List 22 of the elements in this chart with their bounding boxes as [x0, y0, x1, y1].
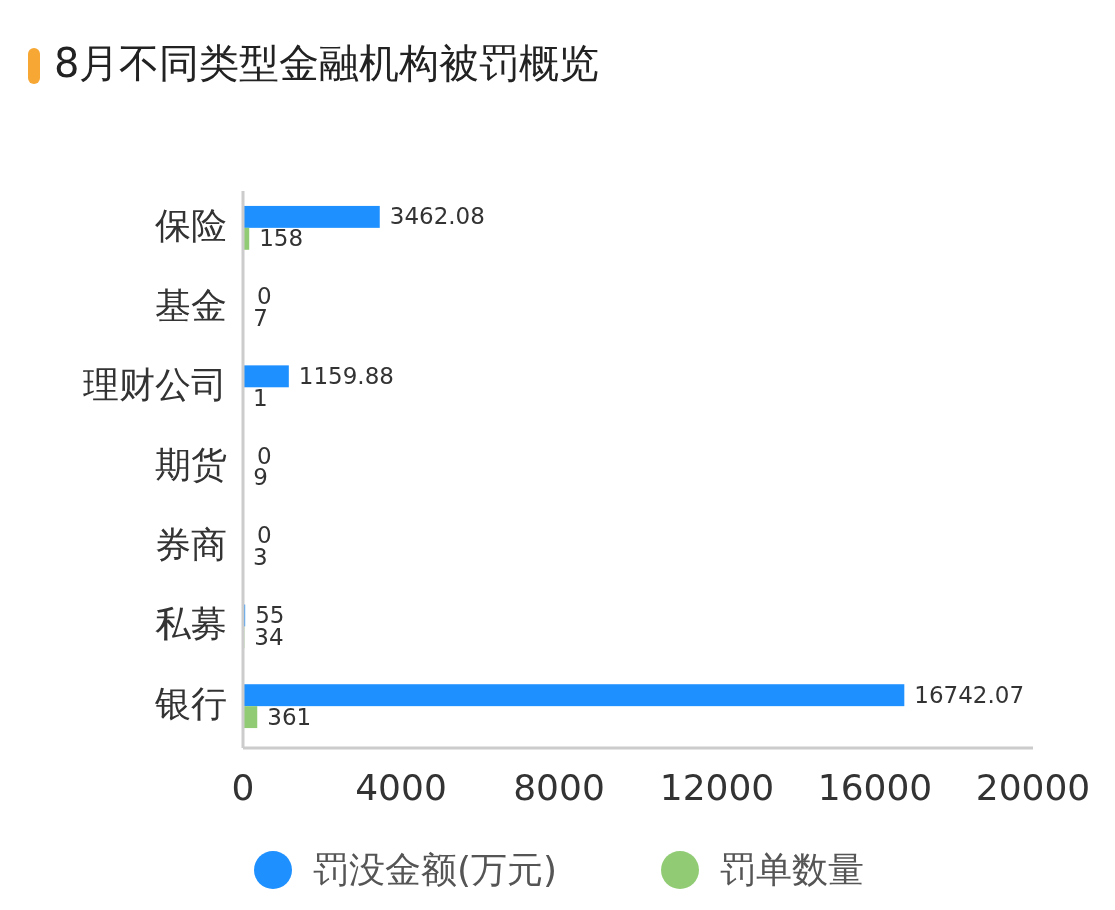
y-tick-label: 银行 — [154, 683, 227, 725]
legend-label: 罚单数量 — [720, 849, 864, 890]
data-label: 16742.07 — [914, 681, 1025, 708]
x-tick-label: 20000 — [975, 767, 1091, 808]
chart-title: 8月不同类型金融机构被罚概览 — [54, 40, 600, 86]
x-tick-label: 0 — [231, 767, 255, 808]
data-label: 3462.08 — [389, 203, 485, 230]
data-label: 361 — [267, 703, 312, 730]
data-label: 1159.88 — [298, 362, 394, 389]
y-tick-label: 基金 — [155, 284, 227, 326]
y-tick-label: 私募 — [155, 603, 227, 645]
x-tick-label: 8000 — [513, 767, 605, 808]
legend-label: 罚没金额(万元) — [313, 849, 558, 890]
y-tick-label: 保险 — [155, 204, 227, 246]
y-tick-label: 期货 — [155, 444, 227, 485]
y-tick-label: 券商 — [155, 523, 227, 565]
x-tick-label: 12000 — [659, 767, 775, 808]
x-tick-label: 16000 — [817, 767, 933, 808]
y-tick-label: 理财公司 — [83, 364, 227, 406]
data-label: 1 — [253, 384, 268, 411]
x-tick-label: 4000 — [355, 767, 447, 808]
data-label: 158 — [259, 225, 304, 252]
